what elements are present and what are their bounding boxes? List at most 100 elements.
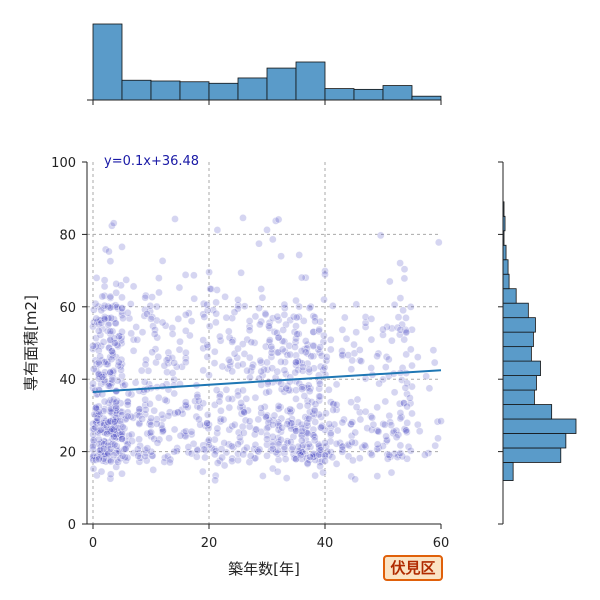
scatter-point (281, 455, 290, 463)
scatter-point (234, 295, 242, 304)
scatter-point (280, 300, 289, 309)
scatter-point (210, 450, 219, 459)
scatter-point (205, 322, 214, 331)
scatter-point (299, 363, 307, 372)
scatter-point (296, 451, 305, 460)
scatter-points (89, 214, 445, 485)
scatter-point (100, 397, 109, 406)
scatter-point (95, 346, 103, 355)
scatter-point (320, 295, 328, 304)
scatter-point (400, 335, 409, 344)
scatter-point (213, 226, 222, 234)
top-histogram (92, 23, 442, 101)
scatter-point (297, 273, 306, 282)
scatter-point (95, 407, 103, 416)
scatter-point (145, 429, 154, 437)
scatter-point (101, 368, 109, 377)
scatter-point (111, 339, 119, 347)
scatter-point (305, 414, 313, 423)
scatter-point (238, 422, 247, 431)
scatter-point (108, 375, 116, 384)
x-tick-label: 0 (89, 536, 97, 551)
scatter-point (292, 296, 300, 305)
scatter-point (385, 277, 394, 286)
scatter-point (268, 420, 277, 429)
scatter-point (118, 411, 126, 419)
scatter-point (320, 363, 329, 372)
scatter-point (160, 361, 169, 370)
scatter-point (95, 439, 103, 448)
scatter-point (239, 408, 248, 417)
scatter-point (294, 357, 302, 365)
scatter-point (393, 453, 402, 461)
scatter-point (299, 441, 307, 450)
scatter-point (344, 452, 353, 461)
scatter-point (305, 304, 314, 312)
scatter-point (204, 424, 213, 433)
scatter-point (403, 419, 412, 427)
scatter-point (390, 300, 399, 309)
scatter-point (199, 399, 207, 408)
scatter-point (181, 398, 190, 407)
scatter-point (413, 353, 422, 361)
scatter-point (292, 313, 301, 322)
scatter-point (237, 399, 245, 407)
scatter-point (245, 417, 254, 426)
scatter-point (303, 418, 312, 427)
scatter-point (236, 437, 245, 446)
scatter-point (367, 364, 376, 372)
scatter-point (238, 360, 247, 369)
scatter-point (89, 345, 97, 353)
scatter-point (303, 429, 312, 437)
scatter-point (95, 360, 104, 369)
scatter-point (106, 303, 115, 312)
scatter-point (321, 457, 329, 465)
scatter-point (277, 414, 286, 423)
scatter-point (216, 332, 224, 341)
scatter-point (268, 441, 277, 450)
scatter-point (133, 410, 142, 419)
scatter-point (135, 405, 144, 413)
scatter-point (373, 352, 381, 361)
scatter-point (325, 420, 334, 428)
scatter-point (234, 301, 242, 310)
scatter-point (280, 310, 289, 319)
scatter-point (355, 356, 364, 365)
scatter-point (211, 476, 219, 485)
scatter-point (246, 452, 255, 460)
scatter-point (237, 268, 245, 277)
scatter-point (205, 371, 213, 380)
scatter-point (147, 314, 155, 323)
scatter-point (193, 391, 202, 399)
scatter-point (150, 406, 158, 415)
scatter-point (361, 313, 370, 321)
scatter-point (234, 387, 242, 396)
scatter-point (118, 327, 126, 336)
scatter-point (280, 449, 289, 458)
scatter-point (375, 379, 383, 388)
scatter-point (376, 231, 385, 240)
scatter-point (124, 389, 133, 398)
scatter-point (264, 423, 273, 431)
scatter-point (332, 460, 341, 468)
scatter-point (143, 310, 151, 318)
x-axis-label: 築年数[年] (228, 560, 300, 578)
scatter-point (303, 383, 312, 392)
scatter-point (274, 425, 283, 434)
scatter-point (187, 317, 196, 325)
scatter-point (106, 396, 115, 405)
scatter-point (382, 432, 390, 441)
scatter-point (239, 429, 248, 437)
scatter-point (135, 457, 144, 466)
scatter-point (108, 351, 117, 360)
scatter-point (291, 368, 300, 377)
scatter-point (344, 440, 353, 449)
right-hist-bar (502, 418, 577, 434)
scatter-point (219, 415, 228, 424)
scatter-point (200, 313, 209, 321)
top-hist-bar (382, 85, 413, 101)
scatter-point (263, 226, 271, 234)
scatter-point (268, 444, 277, 453)
scatter-point (224, 327, 233, 336)
scatter-point (181, 326, 190, 335)
